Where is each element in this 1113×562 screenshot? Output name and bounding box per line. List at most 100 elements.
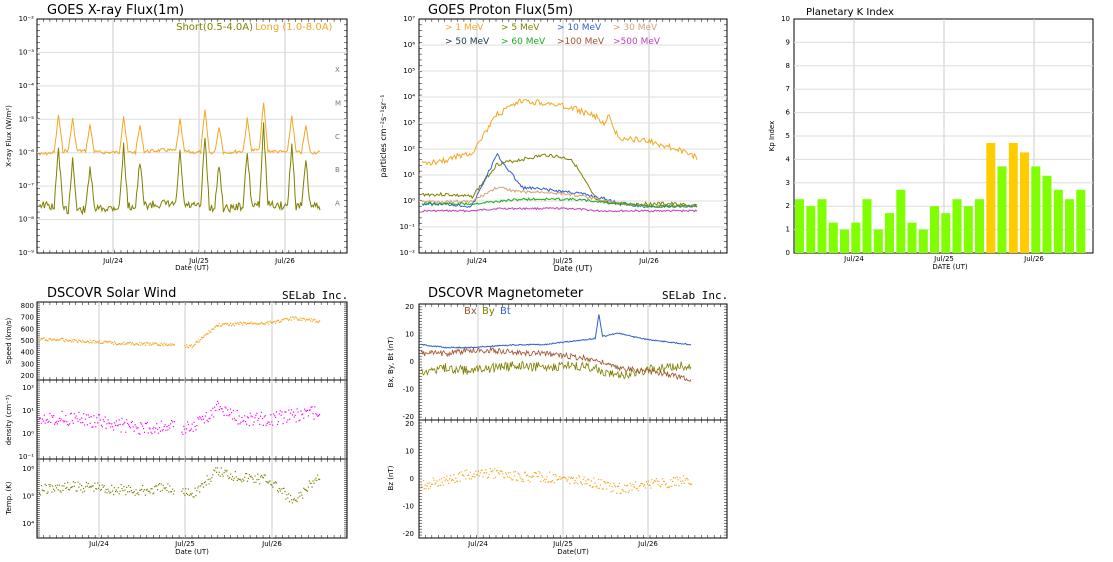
kp-bar (997, 166, 1007, 253)
kindex-ytick: 4 (786, 155, 791, 163)
proton-ytick: 10⁶ (403, 41, 415, 49)
b-ytick: 10 (405, 331, 414, 339)
proton-xtick: Jul/25 (552, 257, 573, 265)
proton-xtick: Jul/24 (466, 257, 487, 265)
kp-bar (1076, 189, 1086, 253)
kp-bar (828, 222, 838, 253)
kindex-ytick: 3 (786, 179, 790, 187)
bz-ytick: -10 (403, 503, 414, 511)
kindex-title: Planetary K Index (806, 7, 894, 18)
kp-bar (941, 213, 951, 253)
bz-series (421, 468, 693, 494)
bt-series (420, 314, 692, 349)
proton-ytick: 10⁻¹ (400, 223, 416, 231)
kp-bar (1031, 166, 1041, 253)
kindex-xtick: Jul/26 (1023, 255, 1044, 263)
kp-bar (851, 222, 861, 253)
mag-title: DSCOVR Magnetometer (428, 286, 584, 301)
xray-ytick: 10⁻⁴ (19, 82, 35, 90)
kp-bar (1020, 152, 1029, 253)
bx-series (420, 346, 692, 382)
kp-bar (885, 213, 894, 253)
mag-legend-bx: Bx (464, 306, 477, 317)
xray-ytick: 10⁻⁶ (19, 149, 35, 157)
kindex-ytick: 8 (786, 62, 790, 70)
solarwind-title: DSCOVR Solar Wind (47, 286, 177, 301)
kp-bar (1008, 143, 1018, 253)
bz-ytick: 20 (405, 420, 414, 428)
proton-series-5mev (421, 153, 698, 208)
kindex-ytick: 10 (781, 15, 790, 23)
temp-ytick: 10⁴ (22, 520, 34, 528)
solarwind-xtick: Jul/24 (88, 540, 109, 548)
b-ytick: 20 (405, 303, 414, 311)
mag-xtick: Jul/24 (467, 540, 488, 548)
temp-ytick: 10⁶ (22, 465, 34, 473)
temp-plot-frame (36, 458, 348, 539)
speed-ytick: 500 (21, 337, 34, 345)
bz-ytick: 10 (405, 448, 414, 456)
kp-bar (806, 206, 816, 253)
bz-ylabel: Bz (nT) (387, 465, 395, 490)
proton-series-10mev (421, 152, 698, 209)
xray-title: GOES X-ray Flux(1m) (47, 3, 185, 18)
kp-bar (907, 222, 917, 253)
b-ytick: -10 (403, 386, 414, 394)
xray-class-label: B (335, 166, 340, 174)
proton-ylabel: particles cm⁻²s⁻¹sr⁻¹ (379, 95, 388, 178)
proton-series-60mev (421, 197, 698, 209)
kindex-ytick: 6 (786, 109, 791, 117)
kp-bar (930, 206, 939, 253)
kindex-xtick: Jul/25 (933, 255, 954, 263)
density-ytick: 10¹ (22, 407, 34, 415)
speed-ytick: 200 (21, 372, 34, 380)
mag-xtick: Jul/25 (552, 540, 573, 548)
kp-bar (918, 229, 928, 253)
xray-series-short (38, 122, 321, 216)
xray-class-label: M (335, 99, 341, 107)
density-plot-frame (36, 379, 348, 460)
proton-legend-item: >100 MeV (557, 37, 605, 47)
solarwind-brand: SELab Inc. (282, 289, 349, 302)
proton-legend-item: >500 MeV (613, 37, 661, 47)
mag-xlabel: Date(UT) (557, 548, 589, 556)
xray-ytick: 10⁻³ (19, 48, 35, 56)
proton-ytick: 10² (403, 145, 415, 153)
solarwind-xlabel: Date (UT) (175, 548, 209, 556)
kindex-ytick: 7 (786, 85, 790, 93)
speed-plot-frame (36, 301, 348, 381)
density-ylabel: density (cm⁻³) (5, 394, 13, 445)
xray-legend-short: Short(0.5-4.0A) (176, 22, 253, 33)
proton-series-500mev (421, 206, 698, 213)
density-ytick: 10² (22, 384, 34, 392)
kindex-xlabel: DATE (UT) (932, 263, 968, 271)
xray-class-label: A (335, 200, 340, 208)
kindex-ytick: 9 (786, 38, 790, 46)
kp-bar (862, 199, 872, 253)
proton-ytick: 10⁴ (403, 93, 415, 101)
proton-ytick: 10⁰ (403, 197, 415, 205)
xray-class-label: X (335, 66, 340, 74)
speed-ytick: 400 (21, 349, 34, 357)
kindex-ylabel: Kp Index (768, 121, 776, 152)
bz-ytick: -20 (403, 530, 414, 538)
kp-bar (896, 189, 906, 253)
density-series (39, 400, 321, 435)
density-ytick: 10⁻¹ (19, 453, 35, 461)
mag-legend-by: By (482, 306, 495, 317)
xray-ytick: 10⁻⁹ (19, 249, 35, 257)
kindex-ytick: 5 (786, 132, 790, 140)
kp-bar (840, 229, 849, 253)
proton-legend-item: > 30 MeV (613, 23, 658, 33)
xray-xtick: Jul/24 (102, 257, 123, 265)
solarwind-xtick: Jul/25 (174, 540, 195, 548)
b-ylabel: Bx, By, Bt (nT) (387, 336, 395, 387)
b-ytick: 0 (410, 358, 414, 366)
kp-bar (952, 199, 962, 253)
xray-xtick: Jul/25 (188, 257, 209, 265)
kp-bar (817, 199, 827, 253)
proton-series-1mev (421, 98, 698, 166)
proton-ytick: 10⁷ (403, 15, 415, 23)
xray-xtick: Jul/26 (274, 257, 295, 265)
